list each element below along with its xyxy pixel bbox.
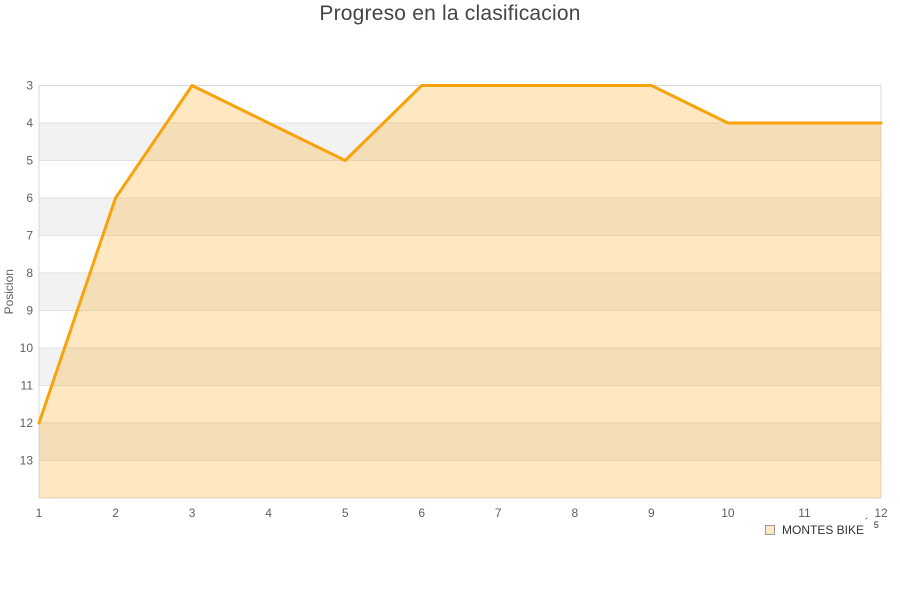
x-tick-label: 4 [265, 506, 272, 520]
y-band [39, 348, 881, 386]
y-band [39, 273, 881, 311]
x-tick-label: 10 [721, 506, 735, 520]
y-tick-label: 7 [26, 229, 33, 243]
x-tick-label: 2 [112, 506, 119, 520]
x-tick-label: 12 [874, 506, 888, 520]
legend-item-montes-bike[interactable]: MONTES BIKE ´ 5 [765, 517, 879, 537]
y-tick-label: 8 [26, 266, 33, 280]
legend-accent-mark: ´ [865, 516, 869, 529]
y-band [39, 423, 881, 461]
y-axis-title: Posicion [2, 269, 16, 314]
y-tick-label: 11 [21, 379, 34, 393]
x-tick-label: 1 [36, 506, 43, 520]
y-band [39, 123, 881, 161]
x-tick-label: 8 [571, 506, 578, 520]
chart-title: Progreso en la clasificacion [319, 2, 581, 25]
x-tick-label: 3 [189, 506, 196, 520]
series-area [39, 85, 881, 498]
y-tick-label: 13 [20, 454, 34, 468]
y-tick-label: 5 [26, 154, 33, 168]
x-tick-label: 7 [495, 506, 502, 520]
legend-marker-icon [765, 525, 775, 535]
y-tick-label: 9 [26, 304, 33, 318]
y-tick-label: 4 [26, 116, 33, 130]
y-tick-label: 6 [26, 191, 33, 205]
x-tick-label: 11 [798, 506, 811, 520]
series-line [37, 84, 883, 425]
x-tick-label: 5 [342, 506, 349, 520]
y-tick-label: 3 [26, 79, 33, 93]
legend-superscript: 5 [873, 520, 879, 530]
y-band [39, 198, 881, 236]
x-tick-label: 9 [648, 506, 655, 520]
x-tick-label: 6 [418, 506, 425, 520]
y-tick-label: 12 [20, 416, 34, 430]
legend-label: MONTES BIKE [782, 523, 865, 537]
y-tick-label: 10 [20, 341, 34, 355]
